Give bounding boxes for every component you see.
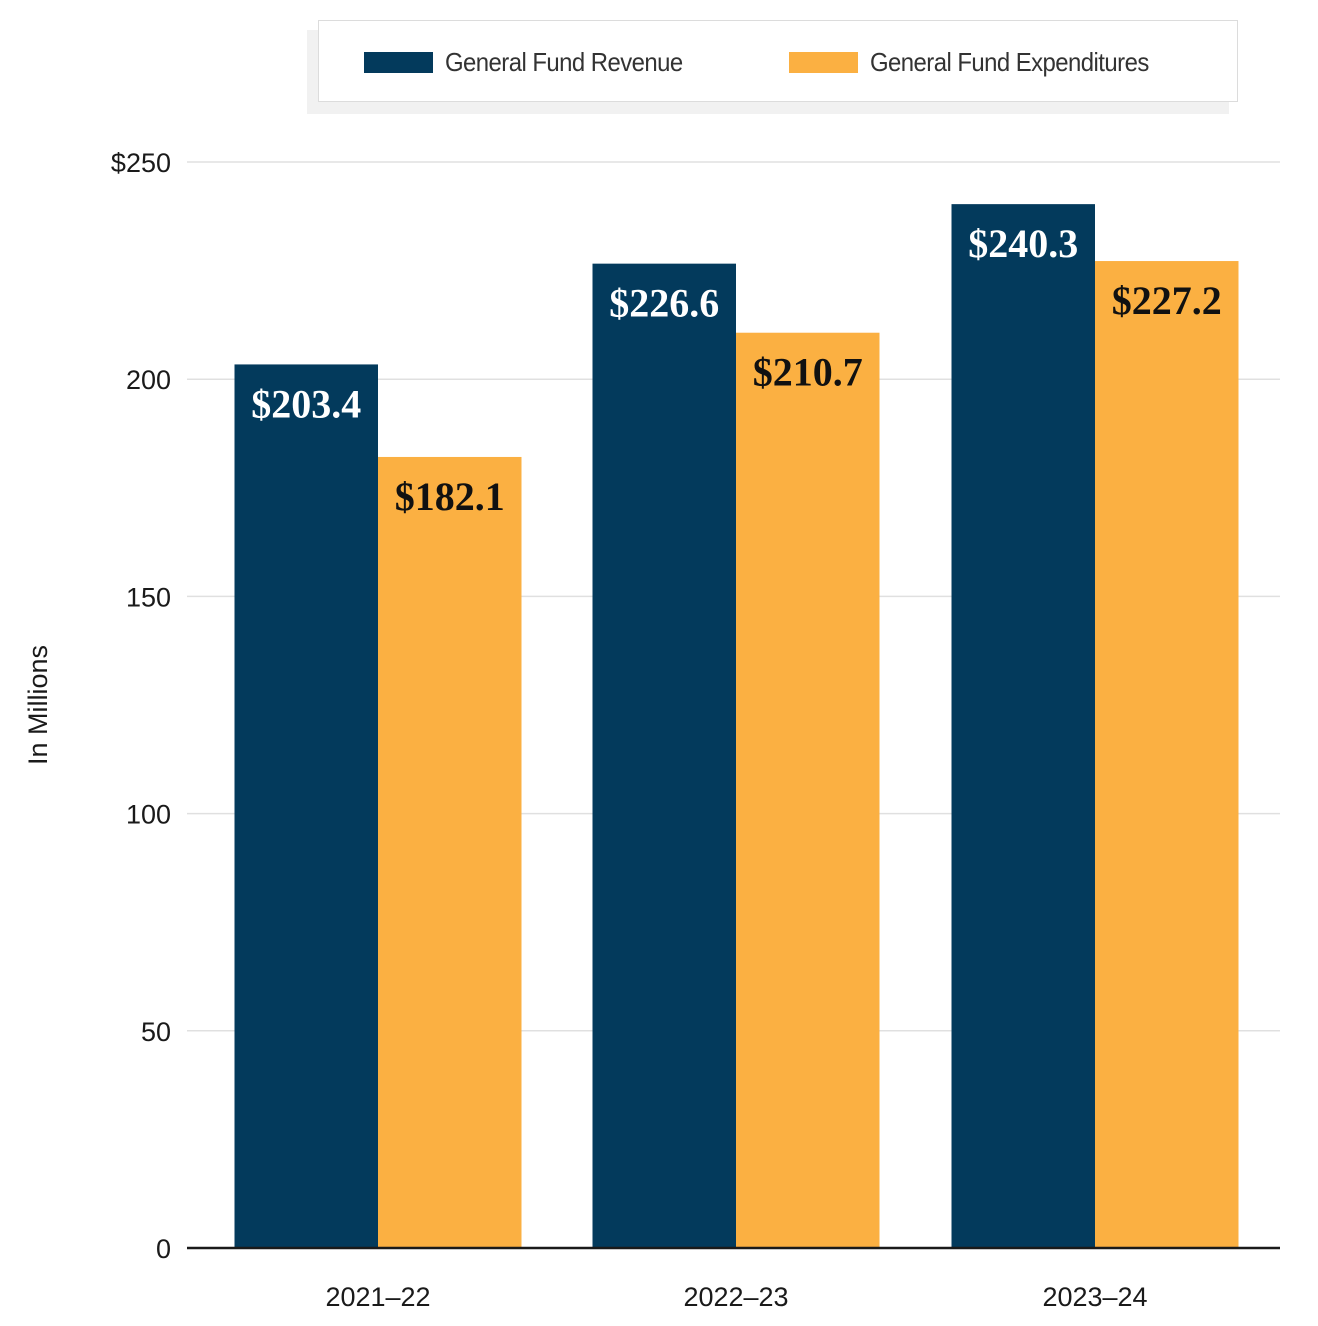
bar-labels: $203.4 $182.1 $226.6 $210.7 $240.3 $227.2 [251, 221, 1222, 519]
x-tick-label: 2022–23 [683, 1282, 788, 1312]
data-label: $240.3 [968, 221, 1078, 266]
bar-revenue [592, 263, 736, 1248]
legend: General Fund Revenue General Fund Expend… [318, 20, 1238, 102]
bar-expenditures [736, 332, 880, 1248]
data-label: $182.1 [395, 474, 505, 519]
x-tick-label: 2021–22 [325, 1282, 430, 1312]
x-axis-ticks: 2021–22 2022–23 2023–24 [325, 1282, 1147, 1312]
data-label: $210.7 [753, 350, 863, 395]
y-tick-label: 200 [126, 365, 171, 395]
legend-swatch-revenue [364, 51, 433, 73]
bar-revenue [234, 364, 378, 1248]
y-tick-label: 150 [126, 582, 171, 612]
y-axis-title: In Millions [23, 645, 53, 765]
bar-expenditures [1095, 261, 1239, 1248]
legend-item-expenditures: General Fund Expenditures [789, 21, 1173, 103]
legend-item-revenue: General Fund Revenue [364, 21, 703, 103]
y-axis-ticks: 0 50 100 150 200 $250 [111, 148, 171, 1264]
bars [234, 204, 1239, 1248]
data-label: $227.2 [1112, 278, 1222, 323]
y-tick-label: 0 [156, 1234, 171, 1264]
bar-expenditures [378, 456, 522, 1248]
legend-swatch-expenditures [789, 51, 858, 73]
bar-revenue [951, 204, 1095, 1248]
y-tick-label: 100 [126, 800, 171, 830]
data-label: $203.4 [251, 381, 361, 426]
legend-label-revenue: General Fund Revenue [445, 46, 683, 77]
y-tick-label: 50 [141, 1017, 171, 1047]
x-tick-label: 2023–24 [1042, 1282, 1147, 1312]
y-tick-label: $250 [111, 148, 171, 178]
legend-label-expenditures: General Fund Expenditures [870, 46, 1149, 77]
data-label: $226.6 [609, 281, 719, 326]
